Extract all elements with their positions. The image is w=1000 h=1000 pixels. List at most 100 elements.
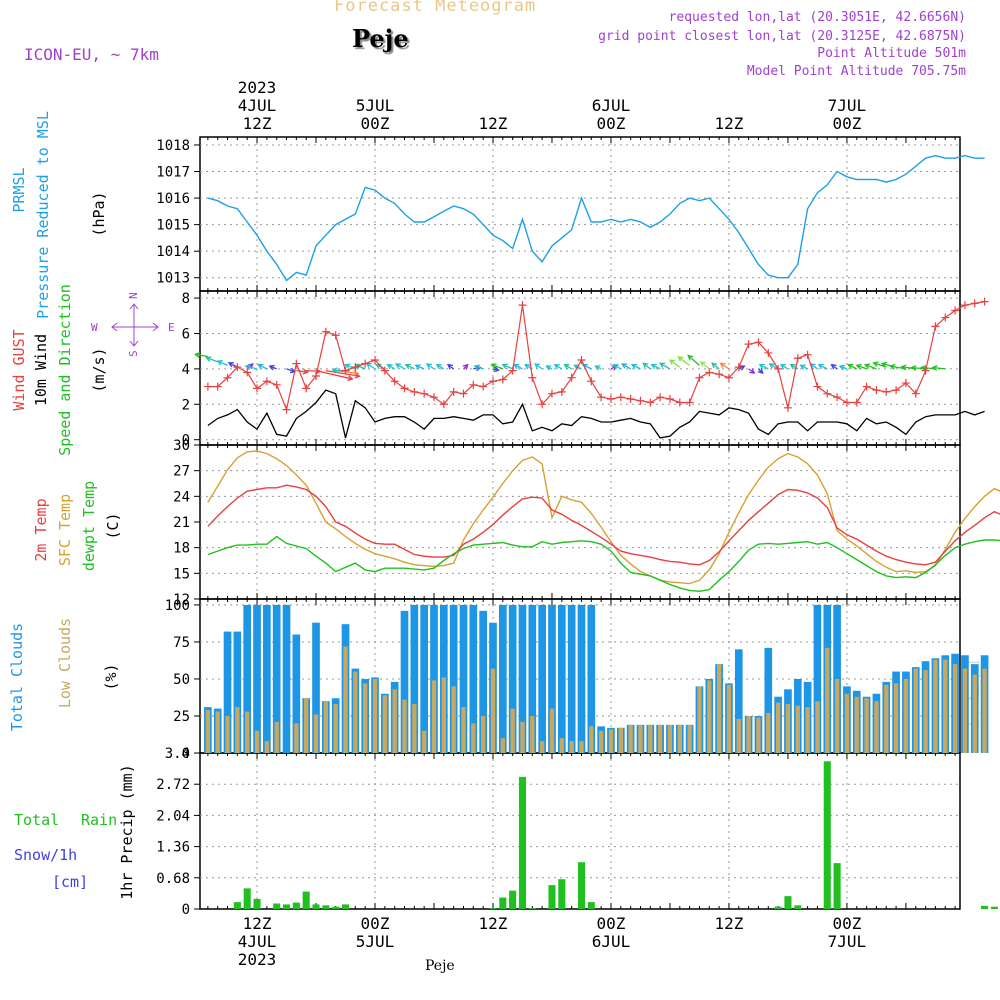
precip-rain-label: Rain: [81, 811, 117, 829]
gust-marker: [636, 396, 645, 405]
model-altitude: Model Point Altitude 705.75m: [746, 64, 966, 79]
clouds-ytick-label: 0: [182, 746, 190, 762]
wind-direction-arrow: [642, 362, 651, 370]
rain-bar: [833, 863, 841, 909]
bottom-time-label: 00Z: [832, 914, 861, 933]
total-cloud-bar: [577, 604, 586, 753]
wind-arrow-head: [545, 365, 552, 371]
wind-direction-arrow: [932, 366, 946, 370]
gust-marker: [223, 373, 232, 382]
total-cloud-bar: [587, 604, 596, 753]
total-cloud-bar: [764, 647, 773, 753]
wind-arrow-head: [501, 363, 508, 370]
wind-arrow-head: [331, 367, 338, 374]
clouds-ytick-label: 100: [165, 598, 190, 614]
gust-marker: [921, 366, 930, 375]
wind-direction-arrow: [366, 362, 376, 370]
wind-direction-arrow: [669, 359, 681, 368]
wind-direction-arrow: [613, 364, 622, 370]
wind-direction-arrow: [873, 362, 887, 368]
wind-arrow-head: [490, 363, 497, 369]
wind-arrow-head: [699, 361, 706, 367]
rain-bar: [312, 904, 320, 909]
wind-arrow-head: [789, 363, 796, 370]
wind-arrow-head: [244, 364, 251, 370]
temp-2m-line: [207, 484, 1000, 566]
wind-direction-arrow: [554, 364, 563, 370]
dewpt-line: [207, 535, 1000, 593]
gust-marker: [459, 389, 468, 398]
top-time-label: 00Z: [361, 114, 390, 133]
pressure-label: PRMSL: [10, 167, 28, 212]
rain-bar: [253, 898, 261, 909]
top-time-label: 12Z: [479, 114, 508, 133]
wind-direction-arrow: [315, 370, 353, 380]
wind-direction-arrow: [395, 363, 405, 370]
rain-bar: [577, 862, 586, 909]
low-cloud-bar: [598, 730, 604, 753]
wind-arrow-head: [446, 363, 454, 370]
wind-direction-arrow: [217, 360, 228, 366]
wind-arrow-head: [386, 363, 393, 370]
gust-marker: [429, 393, 438, 402]
wind-arrow-head: [830, 363, 837, 370]
low-cloud-bar: [638, 724, 643, 753]
bottom-time-label: 6JUL: [592, 932, 631, 951]
wind-arrow-head: [612, 363, 619, 370]
rain-bar: [243, 888, 251, 909]
wind-dir-label: Speed and Direction: [56, 284, 74, 456]
wind-direction-arrow: [865, 364, 877, 370]
low-cloud-bar: [402, 699, 407, 753]
gust-marker: [380, 366, 389, 375]
wind-arrow-head: [353, 370, 360, 376]
wind-direction-arrow: [195, 353, 208, 358]
wind-direction-arrow: [720, 362, 730, 370]
gust-marker: [980, 297, 989, 306]
low-cloud-bar: [648, 724, 653, 753]
low-cloud-bar: [471, 723, 476, 753]
wind-direction-arrow: [387, 364, 396, 370]
gust-marker: [292, 359, 301, 368]
gust-marker: [508, 366, 517, 375]
low-cloud-bar: [510, 708, 515, 753]
wind-arrow-head: [658, 362, 666, 368]
gust-marker: [813, 382, 822, 391]
wind-arrow-head: [462, 363, 469, 370]
low-cloud-bar: [933, 659, 938, 753]
wind-arrow-head: [630, 363, 638, 370]
total-cloud-bar: [272, 604, 281, 753]
top-time-label: 12Z: [714, 114, 743, 133]
total-cloud-bar: [469, 604, 478, 753]
low-cloud-bar: [254, 730, 260, 753]
gust-marker: [400, 384, 409, 393]
total-cloud-bar: [449, 604, 458, 753]
temp-2m-label: 2m Temp: [32, 498, 50, 561]
wind-arrow-head: [758, 363, 765, 370]
wind-arrow-head: [872, 361, 879, 368]
low-cloud-bar: [392, 689, 397, 753]
bottom-time-label: 5JUL: [356, 932, 395, 951]
gust-marker: [331, 331, 340, 340]
gust-marker: [371, 356, 380, 365]
gust-marker: [597, 393, 606, 402]
low-cloud-bar: [677, 724, 682, 753]
gust-marker: [803, 350, 812, 359]
rain-bar: [794, 905, 802, 909]
gust-marker: [488, 377, 497, 386]
gust-marker: [862, 382, 871, 391]
total-cloud-bar: [233, 631, 242, 753]
gust-marker: [449, 387, 458, 396]
wind-direction-arrow: [513, 364, 523, 370]
total-cloud-bar: [292, 634, 301, 753]
gust-marker: [754, 338, 763, 347]
low-cloud-bar: [785, 704, 791, 753]
gust-marker: [272, 380, 281, 389]
wind-arrow-head: [534, 363, 541, 369]
rain-bar: [499, 897, 507, 909]
wind-direction-arrow: [436, 364, 445, 370]
precip-ytick-label: 2.04: [156, 808, 190, 824]
gust-marker: [312, 371, 321, 380]
low-cloud-bar: [490, 668, 496, 753]
rain-bar: [548, 885, 556, 909]
pressure-ytick-label: 1018: [156, 138, 190, 154]
